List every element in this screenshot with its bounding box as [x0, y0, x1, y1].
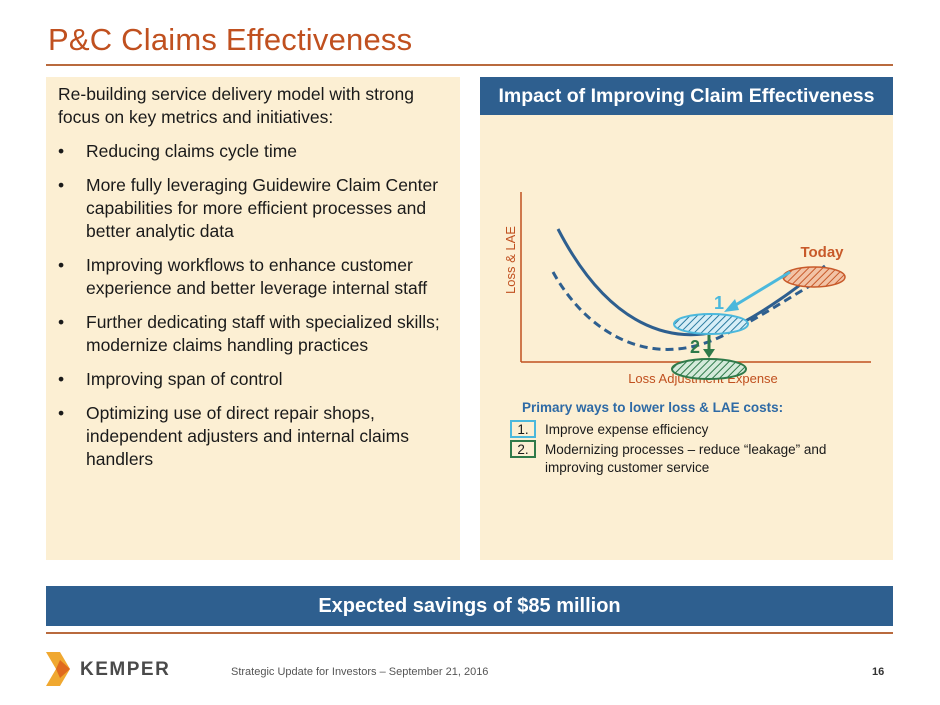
footer-text: Strategic Update for Investors – Septemb…: [231, 666, 489, 678]
list-item-text: Improving span of control: [86, 369, 283, 389]
legend-number-1: 1.: [510, 420, 536, 438]
legend-item: 2. Modernizing processes – reduce “leaka…: [510, 440, 880, 477]
initiatives-list: • Reducing claims cycle time • More fully …: [58, 140, 446, 471]
step-1-label: 1: [714, 293, 724, 313]
list-item-text: More fully leveraging Guidewire Claim Ce…: [86, 175, 439, 241]
bullet-icon: •: [58, 369, 65, 389]
list-item-text: Improving workflows to enhance customer …: [86, 255, 428, 298]
kemper-logo: KEMPER: [46, 652, 170, 686]
arrow-1-line: [733, 270, 791, 308]
savings-banner: Expected savings of $85 million: [46, 586, 893, 626]
list-item-text: Optimizing use of direct repair shops, i…: [86, 403, 409, 469]
list-item-text: Further dedicating staff with specialize…: [86, 312, 440, 355]
bullet-icon: •: [58, 175, 65, 195]
step-2-marker: [671, 358, 747, 380]
footer-divider: [46, 632, 893, 634]
impact-panel: Impact of Improving Claim Effectiveness …: [480, 77, 893, 560]
kemper-logo-text: KEMPER: [80, 659, 170, 680]
initiatives-intro: Re-building service delivery model with …: [58, 84, 414, 127]
legend-number-2: 2.: [510, 440, 536, 458]
impact-panel-title: Impact of Improving Claim Effectiveness: [480, 77, 893, 115]
step-1-marker: [673, 313, 749, 335]
legend-item-text: Improve expense efficiency: [545, 422, 709, 437]
page-title: P&C Claims Effectiveness: [48, 22, 413, 57]
impact-diagram: Loss & LAE Loss Adjustment Expense Today…: [503, 192, 871, 386]
list-item: • Optimizing use of direct repair shops, …: [58, 402, 446, 471]
today-marker: [782, 266, 846, 288]
list-item: • Improving span of control: [58, 368, 446, 391]
page-number: 16: [872, 666, 885, 678]
today-label: Today: [800, 244, 844, 261]
y-axis-label: Loss & LAE: [503, 226, 518, 294]
legend-item-text: Modernizing processes – reduce “leakage”…: [545, 442, 827, 475]
bullet-icon: •: [58, 255, 65, 275]
bullet-icon: •: [58, 312, 65, 332]
list-item: • Further dedicating staff with specializ…: [58, 311, 446, 357]
step-2-label: 2: [690, 337, 700, 357]
list-item-text: Reducing claims cycle time: [86, 141, 298, 161]
list-item: • Reducing claims cycle time: [58, 140, 446, 163]
bullet-icon: •: [58, 141, 65, 161]
cost-reduction-legend: Primary ways to lower loss & LAE costs: …: [510, 399, 880, 479]
legend-item: 1. Improve expense efficiency: [510, 420, 880, 439]
arrow-2-head-icon: [703, 349, 715, 358]
bullet-icon: •: [58, 403, 65, 423]
improved-cost-curve: [551, 268, 839, 351]
title-divider: [46, 64, 893, 66]
list-item: • Improving workflows to enhance customer…: [58, 254, 446, 300]
legend-title: Primary ways to lower loss & LAE costs:: [522, 400, 784, 415]
arrow-1-head-icon: [724, 299, 739, 312]
initiatives-panel: Re-building service delivery model with …: [46, 77, 460, 560]
list-item: • More fully leveraging Guidewire Claim C…: [58, 174, 446, 243]
